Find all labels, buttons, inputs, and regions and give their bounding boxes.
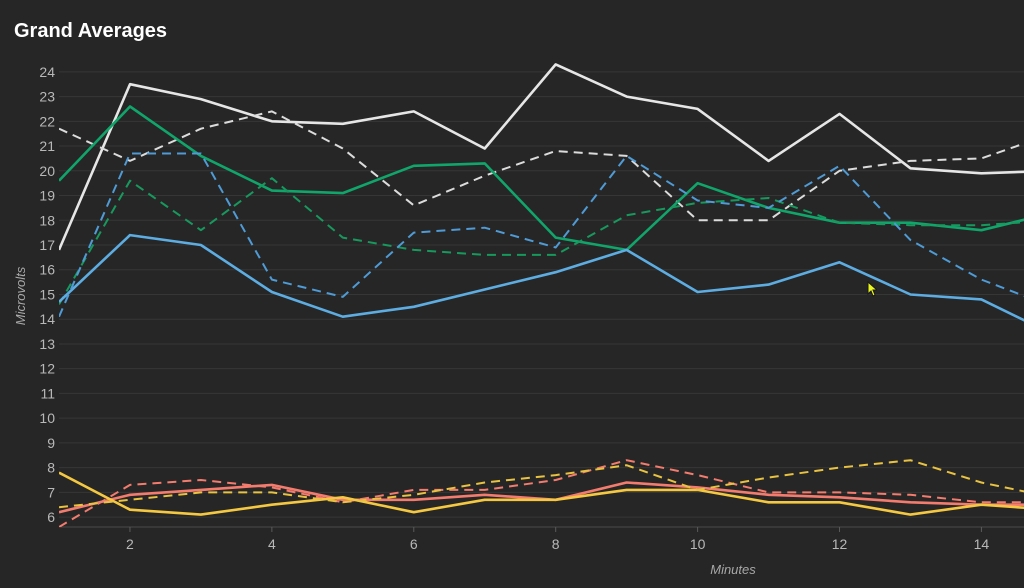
series-line-blue-dashed[interactable] (59, 152, 1024, 318)
x-tick-label: 8 (552, 536, 560, 552)
y-tick-label: 23 (39, 89, 55, 105)
x-tick-label: 2 (126, 536, 134, 552)
y-tick-label: 22 (39, 113, 55, 129)
series-line-blue-solid[interactable] (59, 233, 1024, 334)
x-tick-label: 14 (974, 536, 990, 552)
y-tick-label: 15 (39, 286, 55, 302)
series-line-yellow-dashed[interactable] (59, 459, 1024, 509)
y-tick-label: 6 (47, 509, 55, 525)
series-line-red-dashed[interactable] (59, 459, 1024, 527)
series-line-green-solid[interactable] (59, 105, 1024, 252)
y-axis-ticks: 6 7 8 9 10 11 12 13 14 15 16 17 18 19 20 21 22 23 24 (39, 64, 55, 525)
chart-title: Grand Averages (14, 20, 168, 42)
y-tick-label: 24 (39, 64, 55, 80)
series-line-red-solid[interactable] (59, 481, 1024, 514)
x-tick-label: 10 (690, 536, 706, 552)
y-tick-label: 8 (47, 460, 55, 476)
y-tick-label: 16 (39, 262, 55, 278)
y-axis-label: Microvolts (13, 266, 28, 325)
y-tick-label: 20 (39, 163, 55, 179)
y-tick-label: 7 (47, 484, 55, 500)
x-tick-label: 6 (410, 536, 418, 552)
y-tick-label: 12 (39, 361, 55, 377)
y-tick-label: 17 (39, 237, 55, 253)
gridlines (59, 71, 1024, 528)
y-tick-label: 11 (40, 385, 55, 401)
y-tick-label: 21 (39, 138, 55, 154)
series-line-white-dashed[interactable] (59, 110, 1024, 222)
series-lines (59, 63, 1024, 527)
y-tick-label: 10 (39, 410, 55, 426)
x-tick-label: 12 (832, 536, 848, 552)
series-line-yellow-solid[interactable] (59, 471, 1024, 516)
y-tick-label: 13 (39, 336, 55, 352)
y-tick-label: 19 (39, 188, 55, 204)
x-axis-label: Minutes (710, 562, 756, 577)
y-tick-label: 18 (39, 212, 55, 228)
y-tick-label: 14 (39, 311, 55, 327)
mouse-cursor-icon (867, 281, 877, 297)
x-tick-label: 4 (268, 536, 276, 552)
series-line-white-solid[interactable] (59, 63, 1024, 251)
series-line-green-dashed[interactable] (59, 177, 1024, 305)
x-axis-ticks: 2 4 6 8 10 12 14 (126, 527, 989, 552)
y-tick-label: 9 (47, 435, 55, 451)
